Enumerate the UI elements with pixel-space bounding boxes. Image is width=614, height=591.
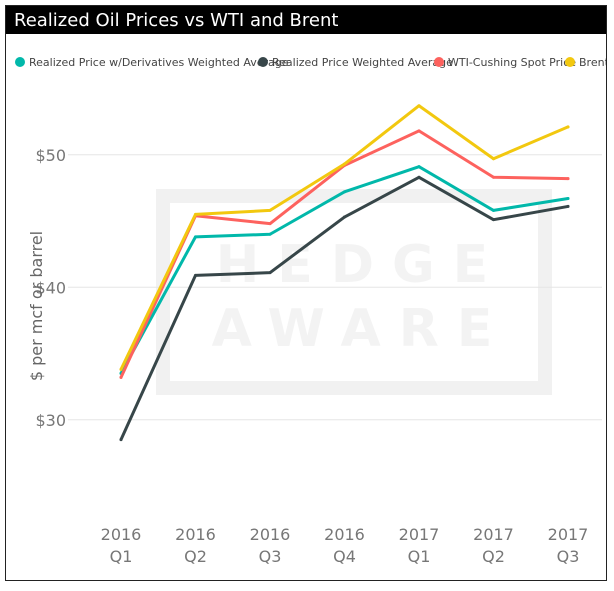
- data-point: [417, 165, 421, 169]
- data-point: [566, 204, 570, 208]
- x-tick-label: 2017 Q3: [548, 525, 589, 566]
- data-point: [492, 208, 495, 212]
- series-lines: [119, 104, 570, 442]
- chart-title: Realized Oil Prices vs WTI and Brent: [14, 10, 339, 31]
- data-point: [492, 157, 495, 161]
- data-point: [268, 232, 272, 236]
- gridlines: [68, 154, 602, 421]
- legend-label: Brent: [579, 56, 607, 69]
- x-tick-label: 2017 Q2: [473, 525, 514, 566]
- x-tick-label: 2016 Q1: [101, 525, 142, 566]
- data-point: [417, 175, 421, 179]
- data-point: [194, 235, 197, 239]
- data-point: [417, 129, 421, 133]
- data-point: [268, 222, 272, 226]
- chart-frame: Realized Oil Prices vs WTI and Brent HED…: [5, 5, 607, 581]
- x-tick-label: 2016 Q4: [324, 525, 365, 566]
- data-point: [119, 367, 123, 371]
- data-point: [268, 271, 272, 275]
- y-tick-label: $40: [35, 278, 66, 297]
- data-point: [343, 215, 346, 219]
- legend-label: WTI-Cushing Spot Price: [448, 56, 576, 69]
- data-point: [566, 177, 570, 181]
- legend-marker: [434, 57, 444, 67]
- legend-label: Realized Price Weighted Average: [272, 56, 453, 69]
- watermark-word: AWARE: [212, 299, 511, 359]
- legend-marker: [258, 57, 268, 67]
- x-tick-label: 2016 Q3: [250, 525, 291, 566]
- legend-marker: [565, 57, 575, 67]
- x-tick-label: 2017 Q1: [399, 525, 440, 566]
- y-axis-label: $ per mcf or barrel: [27, 231, 46, 381]
- data-point: [343, 162, 346, 166]
- data-point: [268, 208, 272, 212]
- x-axis: 2016 Q1 2016 Q2 2016 Q3 2016 Q4 2017 Q1 2017 Q2 2017…: [101, 525, 589, 566]
- data-point: [566, 196, 570, 200]
- x-tick-label: 2016 Q2: [175, 525, 216, 566]
- data-point: [194, 212, 197, 216]
- data-point: [119, 438, 123, 442]
- y-tick-label: $30: [35, 411, 66, 430]
- legend: Realized Price w/Derivatives Weighted Av…: [15, 56, 607, 69]
- data-point: [119, 375, 123, 379]
- legend-label: Realized Price w/Derivatives Weighted Av…: [29, 56, 289, 69]
- data-point: [566, 125, 570, 129]
- data-point: [194, 273, 197, 277]
- y-axis: $30 $40 $50 $ per mcf or barrel: [27, 146, 66, 430]
- data-point: [492, 175, 495, 179]
- data-point: [343, 190, 346, 194]
- watermark-box: [156, 189, 552, 395]
- data-point: [492, 218, 495, 222]
- title-bar: Realized Oil Prices vs WTI and Brent: [6, 6, 606, 34]
- watermark-word: HEDGE: [216, 235, 506, 295]
- data-point: [417, 104, 421, 108]
- legend-marker: [15, 57, 25, 67]
- y-tick-label: $50: [35, 146, 66, 165]
